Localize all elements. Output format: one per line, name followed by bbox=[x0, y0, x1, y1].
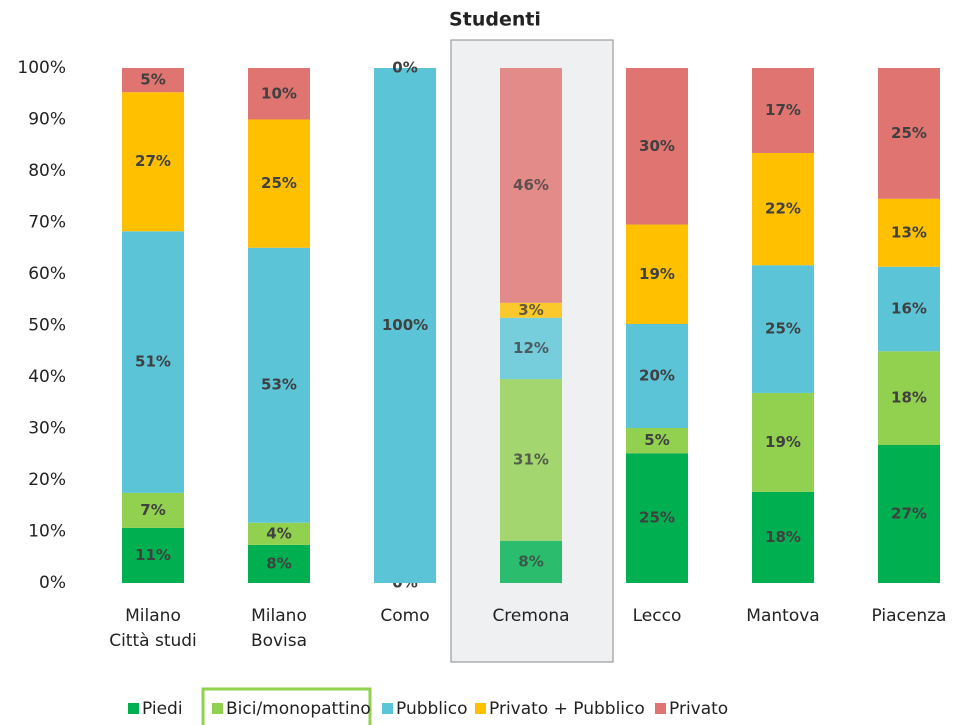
value-label: 20% bbox=[639, 366, 675, 384]
legend-label: Privato + Pubblico bbox=[489, 699, 645, 719]
value-label: 53% bbox=[261, 376, 297, 394]
value-label: 25% bbox=[639, 509, 675, 527]
value-label: 10% bbox=[261, 84, 297, 102]
y-tick-label: 80% bbox=[28, 161, 66, 181]
value-label: 25% bbox=[765, 320, 801, 338]
value-label: 19% bbox=[765, 433, 801, 451]
legend-label: Bici/monopattino bbox=[226, 699, 371, 719]
value-label: 25% bbox=[261, 174, 297, 192]
bar-segment bbox=[752, 152, 814, 266]
y-tick-label: 40% bbox=[28, 367, 66, 387]
bar-segment bbox=[500, 68, 562, 303]
bar-segment bbox=[248, 119, 310, 248]
bar-segment bbox=[626, 453, 688, 583]
legend-swatch bbox=[212, 703, 223, 714]
y-tick-label: 60% bbox=[28, 264, 66, 284]
legend-swatch bbox=[475, 703, 486, 714]
y-tick-label: 0% bbox=[39, 573, 66, 593]
bar-segment bbox=[626, 323, 688, 428]
value-label: 18% bbox=[765, 528, 801, 546]
bar-segment bbox=[878, 266, 940, 352]
y-tick-label: 10% bbox=[28, 522, 66, 542]
x-tick-label: Milano Città studi bbox=[109, 606, 197, 651]
y-tick-label: 70% bbox=[28, 213, 66, 233]
value-label: 5% bbox=[140, 71, 165, 89]
value-label: 46% bbox=[513, 176, 549, 194]
legend-swatch bbox=[655, 703, 666, 714]
legend-label: Piedi bbox=[142, 699, 183, 719]
value-label: 51% bbox=[135, 353, 171, 371]
bar-segment bbox=[500, 317, 562, 380]
bar-segment bbox=[626, 68, 688, 225]
value-label: 27% bbox=[135, 152, 171, 170]
bar-segment bbox=[752, 491, 814, 583]
bar-segment bbox=[122, 68, 184, 93]
bar-segment bbox=[626, 427, 688, 454]
bar-segment bbox=[878, 198, 940, 267]
bar-segment bbox=[248, 544, 310, 583]
value-label: 19% bbox=[639, 265, 675, 283]
y-tick-label: 30% bbox=[28, 419, 66, 439]
value-label: 8% bbox=[266, 554, 291, 572]
value-label: 17% bbox=[765, 101, 801, 119]
bar-segment bbox=[122, 92, 184, 232]
bar-segment bbox=[752, 392, 814, 492]
x-tick-label: Milano Bovisa bbox=[251, 606, 307, 651]
value-label: 3% bbox=[518, 301, 543, 319]
bar-segment bbox=[248, 247, 310, 523]
bar-segment bbox=[122, 492, 184, 528]
value-label: 27% bbox=[891, 504, 927, 522]
bar-segment bbox=[500, 302, 562, 318]
bar-segment bbox=[500, 540, 562, 583]
chart-title: Studenti bbox=[449, 9, 541, 31]
x-tick-label: Mantova bbox=[746, 606, 819, 626]
bar-segment bbox=[878, 444, 940, 583]
value-label: 11% bbox=[135, 546, 171, 564]
value-label: 13% bbox=[891, 223, 927, 241]
legend-swatch bbox=[382, 703, 393, 714]
bar-segment bbox=[248, 68, 310, 120]
legend-label: Privato bbox=[669, 699, 728, 719]
bar-segment bbox=[248, 522, 310, 545]
bar-segment bbox=[752, 265, 814, 393]
bar-segment bbox=[626, 224, 688, 324]
value-label: 30% bbox=[639, 137, 675, 155]
value-label: 0% bbox=[392, 59, 417, 77]
legend-highlight bbox=[201, 687, 372, 725]
legend-swatch bbox=[128, 703, 139, 714]
value-label: 16% bbox=[891, 300, 927, 318]
y-tick-label: 20% bbox=[28, 470, 66, 490]
bar-segment bbox=[122, 527, 184, 583]
y-tick-label: 100% bbox=[17, 58, 66, 78]
value-label: 100% bbox=[382, 316, 428, 334]
bar-segment bbox=[500, 379, 562, 541]
bar-segment bbox=[878, 351, 940, 445]
value-label: 12% bbox=[513, 339, 549, 357]
x-tick-label: Lecco bbox=[633, 606, 682, 626]
value-label: 8% bbox=[518, 552, 543, 570]
x-tick-label: Cremona bbox=[492, 606, 569, 626]
bar-segment bbox=[752, 68, 814, 153]
x-tick-label: Piacenza bbox=[872, 606, 947, 626]
value-label: 5% bbox=[644, 431, 669, 449]
y-tick-label: 50% bbox=[28, 316, 66, 336]
value-label: 7% bbox=[140, 501, 165, 519]
bar-segment bbox=[878, 68, 940, 199]
value-label: 22% bbox=[765, 200, 801, 218]
y-tick-label: 90% bbox=[28, 110, 66, 130]
bar-segment bbox=[374, 68, 436, 583]
x-tick-label: Como bbox=[380, 606, 429, 626]
bar-segment bbox=[122, 231, 184, 493]
value-label: 18% bbox=[891, 389, 927, 407]
legend-label: Pubblico bbox=[396, 699, 468, 719]
value-label: 25% bbox=[891, 124, 927, 142]
value-label: 4% bbox=[266, 524, 291, 542]
value-label: 31% bbox=[513, 450, 549, 468]
